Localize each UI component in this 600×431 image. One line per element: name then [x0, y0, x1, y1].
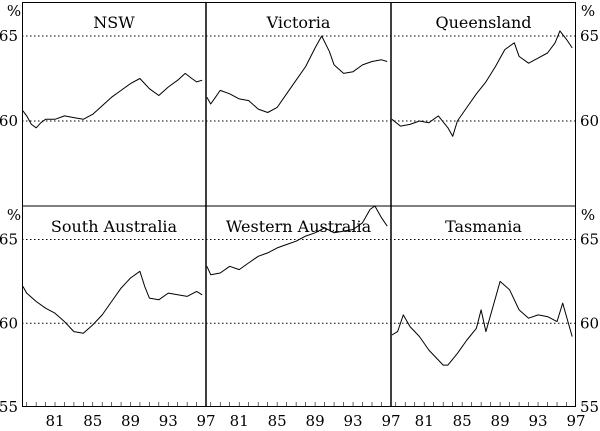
gridlines — [22, 35, 576, 324]
panel-title: South Australia — [51, 217, 178, 236]
x-tick-label: 93 — [529, 412, 548, 430]
series-lines — [22, 30, 573, 366]
series-line-nsw — [22, 72, 203, 129]
series-line-queensland — [391, 30, 573, 137]
panel-title: Tasmania — [445, 217, 522, 236]
panel-title: Victoria — [266, 13, 331, 32]
x-tick-label: 97 — [566, 412, 585, 430]
x-tick-label: 89 — [121, 412, 140, 430]
x-tick-label: 85 — [83, 412, 102, 430]
y-tick-label-left: 55 — [0, 398, 18, 416]
tick-marks — [26, 402, 567, 407]
y-unit-label-left: % — [7, 206, 21, 224]
x-tick-label: 81 — [230, 412, 249, 430]
x-tick-label: 89 — [491, 412, 510, 430]
x-tick-label: 93 — [344, 412, 363, 430]
y-tick-label-left: 65 — [0, 231, 18, 249]
y-unit-label-left: % — [7, 2, 21, 20]
x-tick-label: 97 — [196, 412, 215, 430]
y-unit-label-right: % — [581, 206, 595, 224]
x-tick-label: 89 — [306, 412, 325, 430]
y-tick-label-left: 60 — [0, 314, 18, 332]
series-line-tasmania — [391, 280, 573, 366]
x-tick-label: 93 — [159, 412, 178, 430]
panel-title: NSW — [93, 13, 135, 32]
x-tick-label: 81 — [415, 412, 434, 430]
chart-frame — [22, 2, 576, 407]
series-line-victoria — [206, 35, 388, 113]
y-tick-label-right: 65 — [580, 27, 599, 45]
x-tick-label: 81 — [45, 412, 64, 430]
panel-title: Western Australia — [226, 217, 372, 236]
series-line-south-australia — [22, 270, 203, 334]
y-tick-label-right: 55 — [580, 398, 599, 416]
y-tick-label-left: 60 — [0, 112, 18, 130]
y-unit-label-right: % — [581, 2, 595, 20]
x-tick-label: 85 — [268, 412, 287, 430]
y-tick-label-right: 60 — [580, 112, 599, 130]
x-tick-label: 85 — [453, 412, 472, 430]
y-tick-label-right: 65 — [580, 231, 599, 249]
outer-border — [22, 2, 576, 407]
panel-title: Queensland — [435, 13, 531, 32]
x-tick-label: 97 — [381, 412, 400, 430]
y-tick-label-left: 65 — [0, 27, 18, 45]
series-line-western-australia — [206, 205, 388, 276]
y-tick-label-right: 60 — [580, 314, 599, 332]
